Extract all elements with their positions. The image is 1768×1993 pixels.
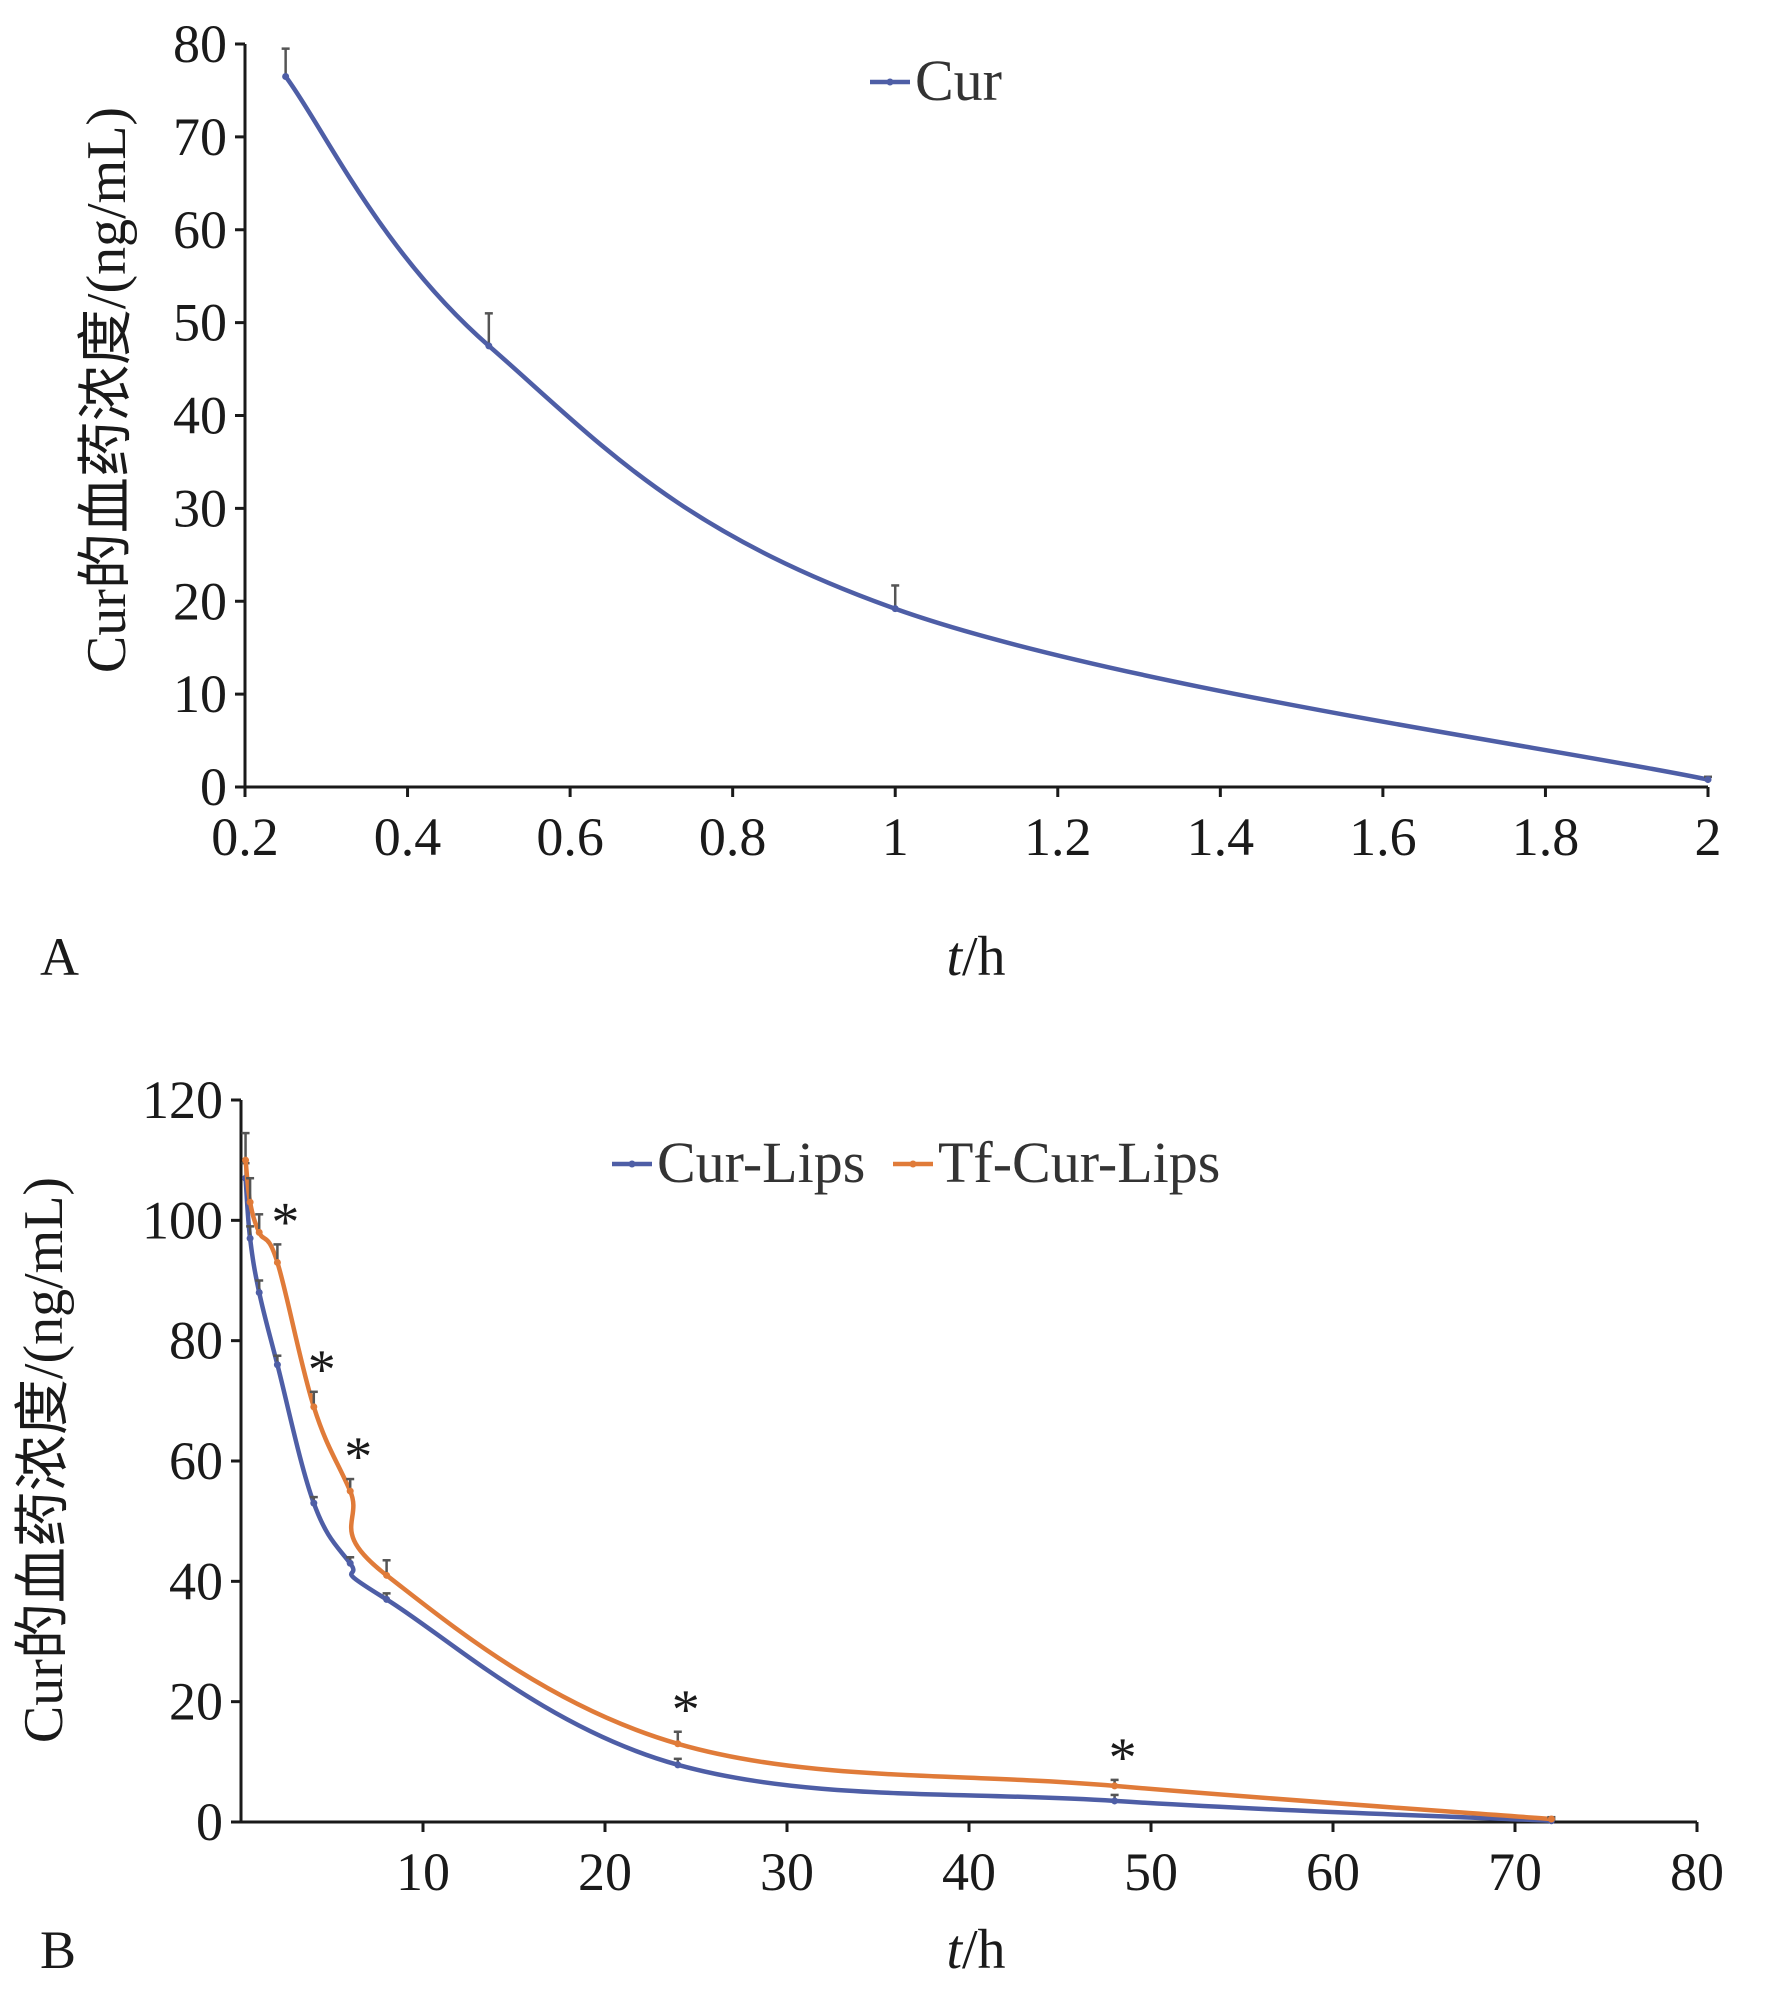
- data-point: [246, 1234, 254, 1242]
- y-tick-label: 60: [173, 200, 227, 260]
- panel-b-x-axis-title-rest: /h: [962, 1919, 1006, 1981]
- legend-entry: Cur-Lips: [657, 1130, 865, 1195]
- y-tick-label: 60: [169, 1431, 223, 1491]
- data-point: [1704, 776, 1712, 784]
- panel-b-label: B: [40, 1920, 76, 1980]
- data-point: [246, 1198, 254, 1206]
- significance-star: *: [1109, 1727, 1137, 1789]
- data-point: [282, 73, 290, 81]
- panel-a-x-ticks: 0.2 0.4 0.6 0.8 1 1.2 1.4 1.6 1.8 2: [211, 787, 1722, 867]
- x-tick-label: 0.2: [211, 807, 279, 867]
- data-point: [273, 1361, 281, 1369]
- panel-a: 0 10 20 30 40 50 60 70 80 0.2 0.4 0.6 0.8 1 1.2 1.4 1.6…: [40, 14, 1722, 988]
- panel-b-significance: *****: [271, 1191, 1136, 1788]
- panel-b-y-axis-title: Cur的血药浓度/(ng/mL): [13, 1177, 75, 1743]
- y-tick-label: 20: [173, 571, 227, 631]
- data-point: [310, 1499, 318, 1507]
- significance-star: *: [308, 1339, 336, 1401]
- data-point: [1111, 1782, 1119, 1790]
- data-point: [674, 1761, 682, 1769]
- x-tick-label: 0.4: [374, 807, 442, 867]
- panel-a-y-ticks: 0 10 20 30 40 50 60 70 80: [173, 14, 245, 817]
- panel-a-y-axis-title: Cur的血药浓度/(ng/mL): [76, 107, 138, 673]
- y-tick-label: 40: [173, 386, 227, 446]
- significance-star: *: [344, 1426, 372, 1488]
- data-point: [674, 1740, 682, 1748]
- panel-b-y-ticks: 0 20 40 60 80 100 120: [142, 1070, 241, 1852]
- y-tick-label: 80: [169, 1311, 223, 1371]
- data-point: [273, 1258, 281, 1266]
- data-point: [310, 1403, 318, 1411]
- legend-entry: Cur: [915, 48, 1002, 113]
- x-tick-label: 10: [396, 1842, 450, 1902]
- series-line: [243, 1159, 1552, 1822]
- x-tick-label: 40: [942, 1842, 996, 1902]
- data-point: [1547, 1815, 1555, 1823]
- panel-a-series: [281, 47, 1712, 784]
- y-tick-label: 80: [173, 14, 227, 74]
- x-tick-label: 80: [1670, 1842, 1724, 1902]
- x-tick-label: 1.6: [1349, 807, 1417, 867]
- panel-a-label: A: [40, 927, 79, 987]
- y-tick-label: 10: [173, 664, 227, 724]
- y-tick-label: 100: [142, 1190, 223, 1250]
- y-tick-label: 0: [196, 1792, 223, 1852]
- panel-a-x-axis-title-rest: /h: [962, 926, 1006, 988]
- data-point: [346, 1559, 354, 1567]
- series-line: [283, 75, 1709, 782]
- x-tick-label: 1.2: [1024, 807, 1092, 867]
- x-tick-label: 0.6: [536, 807, 604, 867]
- y-tick-label: 20: [169, 1672, 223, 1732]
- y-tick-label: 120: [142, 1070, 223, 1130]
- y-tick-label: 50: [173, 293, 227, 353]
- legend-entry: Tf-Cur-Lips: [938, 1130, 1220, 1195]
- y-tick-label: 0: [200, 757, 227, 817]
- data-point: [1111, 1797, 1119, 1805]
- y-tick-label: 40: [169, 1551, 223, 1611]
- panel-a-legend: Cur: [870, 48, 1002, 113]
- x-tick-label: 1: [882, 807, 909, 867]
- panel-a-x-axis-title-italic: t: [946, 926, 963, 988]
- data-point: [891, 605, 899, 613]
- panel-b-legend: Cur-Lips Tf-Cur-Lips: [612, 1130, 1220, 1195]
- panel-b-x-axis-title: t/h: [946, 1919, 1005, 1981]
- x-tick-label: 70: [1488, 1842, 1542, 1902]
- y-tick-label: 30: [173, 478, 227, 538]
- data-point: [383, 1595, 391, 1603]
- panel-a-x-axis-title: t/h: [946, 926, 1005, 988]
- panel-b-x-axis-title-italic: t: [946, 1919, 963, 1981]
- x-tick-label: 20: [578, 1842, 632, 1902]
- panel-b-series: [241, 1131, 1556, 1825]
- data-point: [242, 1156, 250, 1164]
- data-point: [255, 1289, 263, 1297]
- y-tick-label: 70: [173, 107, 227, 167]
- legend-swatch-marker: [886, 78, 894, 86]
- data-point: [485, 342, 493, 350]
- x-tick-label: 1.4: [1187, 807, 1255, 867]
- data-point: [255, 1228, 263, 1236]
- x-tick-label: 50: [1124, 1842, 1178, 1902]
- data-point: [383, 1571, 391, 1579]
- x-tick-label: 30: [760, 1842, 814, 1902]
- series-line: [243, 1178, 1552, 1824]
- panel-b-x-ticks: 10 20 30 40 50 60 70 80: [396, 1822, 1724, 1902]
- legend-swatch-marker: [628, 1160, 636, 1168]
- significance-star: *: [271, 1191, 299, 1253]
- x-tick-label: 0.8: [699, 807, 767, 867]
- significance-star: *: [672, 1679, 700, 1741]
- x-tick-label: 1.8: [1512, 807, 1580, 867]
- legend-swatch-marker: [909, 1160, 917, 1168]
- data-point: [346, 1487, 354, 1495]
- x-tick-label: 2: [1695, 807, 1722, 867]
- x-tick-label: 60: [1306, 1842, 1360, 1902]
